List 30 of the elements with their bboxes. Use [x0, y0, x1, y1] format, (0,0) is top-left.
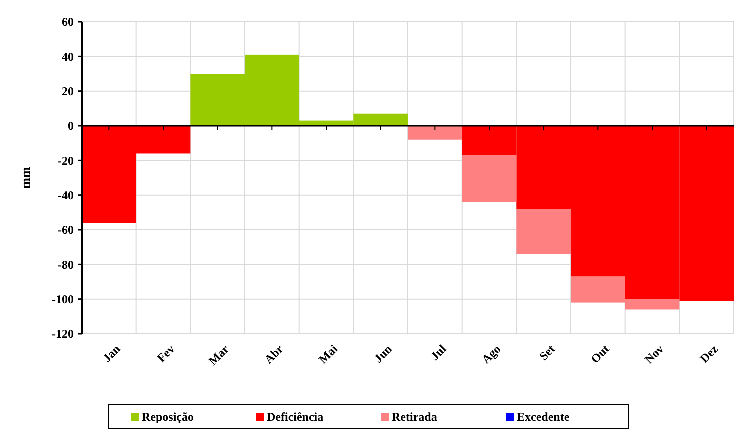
- legend-label: Retirada: [392, 410, 438, 424]
- x-tick-label: Mai: [316, 342, 342, 367]
- x-tick-label: Ago: [479, 342, 504, 367]
- x-tick-label: Jul: [428, 342, 450, 364]
- x-tick-label: Fev: [154, 342, 178, 366]
- y-tick-label: -40: [58, 188, 74, 203]
- legend-label: Reposição: [142, 410, 194, 424]
- bar: [516, 209, 571, 254]
- x-tick-label: Dez: [697, 342, 722, 366]
- x-tick-label: Abr: [262, 342, 287, 367]
- bar: [408, 126, 462, 140]
- y-tick-label: 60: [62, 15, 74, 30]
- x-tick-label: Jun: [371, 342, 396, 366]
- y-axis-title: mm: [18, 167, 33, 189]
- x-tick-label: Mar: [206, 342, 232, 368]
- y-tick-label: -80: [58, 258, 74, 272]
- bar: [462, 155, 517, 202]
- y-tick-label: -60: [58, 223, 74, 238]
- y-tick-label: 20: [62, 84, 74, 99]
- y-tick-label: 0: [68, 119, 74, 134]
- y-tick-label: -100: [52, 292, 74, 307]
- y-tick-label: -20: [58, 154, 74, 168]
- legend-label: Excedente: [517, 410, 570, 424]
- x-tick-label: Jan: [100, 342, 124, 366]
- y-tick-label: 40: [62, 50, 74, 64]
- x-tick-label: Set: [536, 342, 558, 364]
- x-tick-label: Nov: [642, 342, 667, 367]
- x-tick-label: Out: [588, 342, 612, 366]
- y-tick-label: -120: [52, 327, 74, 342]
- legend-label: Deficiência: [267, 410, 324, 424]
